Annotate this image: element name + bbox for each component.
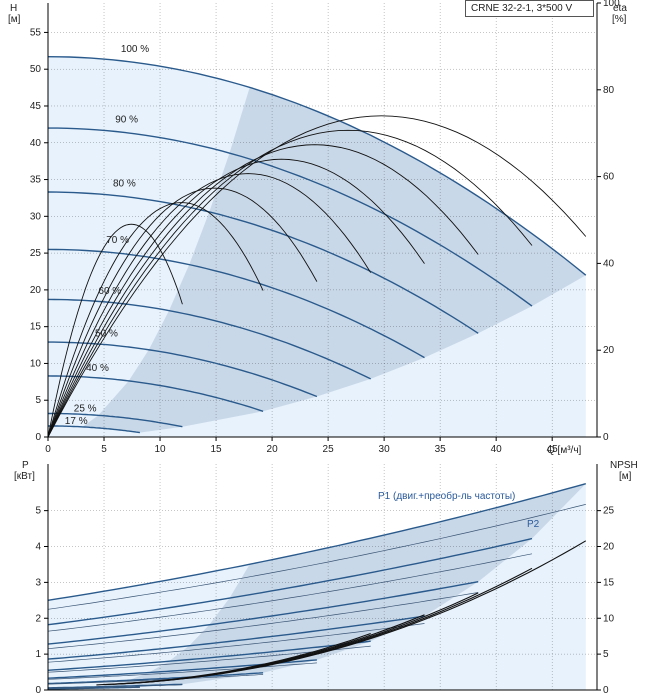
p2-curve-90 [47, 553, 533, 632]
npsh-tick-label: 15 [603, 577, 615, 588]
q-axis-label: Q [м³/ч] [547, 445, 582, 456]
head-curve-25 [48, 412, 183, 428]
p2-curve-70 [47, 623, 425, 663]
h-axis-label: H [10, 3, 17, 14]
eta-tick-label: 20 [603, 345, 615, 356]
p1-curve-100 [47, 483, 586, 601]
speed-label-90: 90 % [115, 115, 138, 126]
q-tick-label: 25 [323, 444, 335, 455]
h-tick-label: 5 [35, 395, 41, 406]
q-tick-label: 20 [267, 444, 279, 455]
eta-curve-90 [47, 129, 533, 438]
npsh-tick-label: 25 [603, 506, 615, 517]
head-curve-100 [47, 56, 587, 276]
h-tick-label: 55 [30, 27, 42, 38]
p-tick-label: 3 [35, 577, 41, 588]
p2-curve-80 [47, 592, 479, 650]
eta-curve-40 [47, 202, 264, 438]
eta-tick-label: 40 [603, 258, 615, 269]
eta-tick-label: 100 [603, 0, 620, 9]
head-curve-50 [48, 341, 318, 398]
p-tick-label: 4 [35, 542, 41, 553]
speed-label-60: 60 % [98, 286, 121, 297]
p-axis-label: P [22, 460, 29, 471]
npsh-curve-60 [96, 632, 371, 686]
p2-series-label: P2 [527, 519, 540, 530]
q-tick-label: 15 [210, 444, 222, 455]
q-tick-label: 5 [101, 444, 107, 455]
eta-curve-100 [47, 115, 587, 438]
p2-curve-40 [47, 674, 264, 685]
npsh-tick-label: 20 [603, 542, 615, 553]
speed-label-17: 17 % [65, 416, 88, 427]
npsh-tick-label: 10 [603, 613, 615, 624]
h-tick-label: 10 [30, 358, 42, 369]
q-tick-label: 30 [379, 444, 391, 455]
q-tick-label: 35 [435, 444, 447, 455]
eta-tick-label: 0 [603, 432, 609, 443]
p1-curve-90 [47, 537, 533, 626]
npsh-axis-label: NPSH [610, 460, 638, 471]
speed-label-40: 40 % [86, 363, 109, 374]
h-tick-label: 40 [30, 138, 42, 149]
h-tick-label: 35 [30, 175, 42, 186]
npsh-tick-label: 5 [603, 649, 609, 660]
p1-curve-70 [47, 615, 425, 660]
eta-curve-25 [47, 223, 183, 438]
head-curve-70 [47, 248, 425, 359]
p-tick-label: 0 [35, 685, 41, 696]
eta-curve-80 [47, 144, 479, 438]
p-tick-label: 5 [35, 506, 41, 517]
p1-curve-60 [47, 640, 371, 671]
eta-axis-label: eta [613, 3, 627, 14]
speed-label-25: 25 % [74, 404, 97, 415]
power-area-dark [82, 483, 586, 689]
p-tick-label: 2 [35, 613, 41, 624]
p-tick-label: 1 [35, 649, 41, 660]
p1-series-label: P1 (двиг.+преобр-ль частоты) [378, 490, 515, 502]
eta-axis-unit: [%] [612, 14, 627, 25]
eta-tick-label: 60 [603, 172, 615, 183]
q-tick-label: 40 [491, 444, 503, 455]
h-tick-label: 45 [30, 101, 42, 112]
h-tick-label: 0 [35, 432, 41, 443]
speed-label-80: 80 % [113, 178, 136, 189]
p2-curve-25 [47, 684, 183, 689]
head-curve-17 [48, 425, 141, 434]
q-tick-label: 10 [154, 444, 166, 455]
npsh-tick-label: 0 [603, 685, 609, 696]
speed-label-50: 50 % [95, 328, 118, 339]
h-tick-label: 30 [30, 211, 42, 222]
q-tick-label: 0 [45, 444, 51, 455]
chart-title-box: CRNE 32-2-1, 3*500 V [465, 0, 594, 17]
h-tick-label: 50 [30, 64, 42, 75]
p2-curve-50 [47, 662, 317, 680]
q-tick-label: 45 [547, 444, 559, 455]
h-tick-label: 15 [30, 322, 42, 333]
npsh-axis-unit: [м] [619, 471, 632, 482]
p2-curve-100 [47, 504, 586, 610]
p2-curve-17 [48, 687, 140, 690]
eta-curve-50 [47, 187, 318, 438]
head-curve-40 [47, 375, 264, 412]
operating-area-dark [82, 87, 586, 433]
p1-curve-80 [47, 581, 479, 645]
head-curve-80 [47, 191, 479, 334]
h-tick-label: 25 [30, 248, 42, 259]
eta-curve-60 [47, 173, 372, 438]
h-axis-unit: [м] [8, 14, 21, 25]
h-tick-label: 20 [30, 285, 42, 296]
eta-curve-70 [47, 158, 425, 438]
p-axis-unit: [кВт] [14, 471, 35, 482]
chart-title: CRNE 32-2-1, 3*500 V [471, 3, 573, 14]
speed-label-70: 70 % [106, 235, 129, 246]
eta-tick-label: 80 [603, 85, 615, 96]
speed-label-100: 100 % [121, 44, 149, 55]
p1-curve-40 [47, 672, 264, 685]
head-curve-90 [48, 127, 533, 307]
